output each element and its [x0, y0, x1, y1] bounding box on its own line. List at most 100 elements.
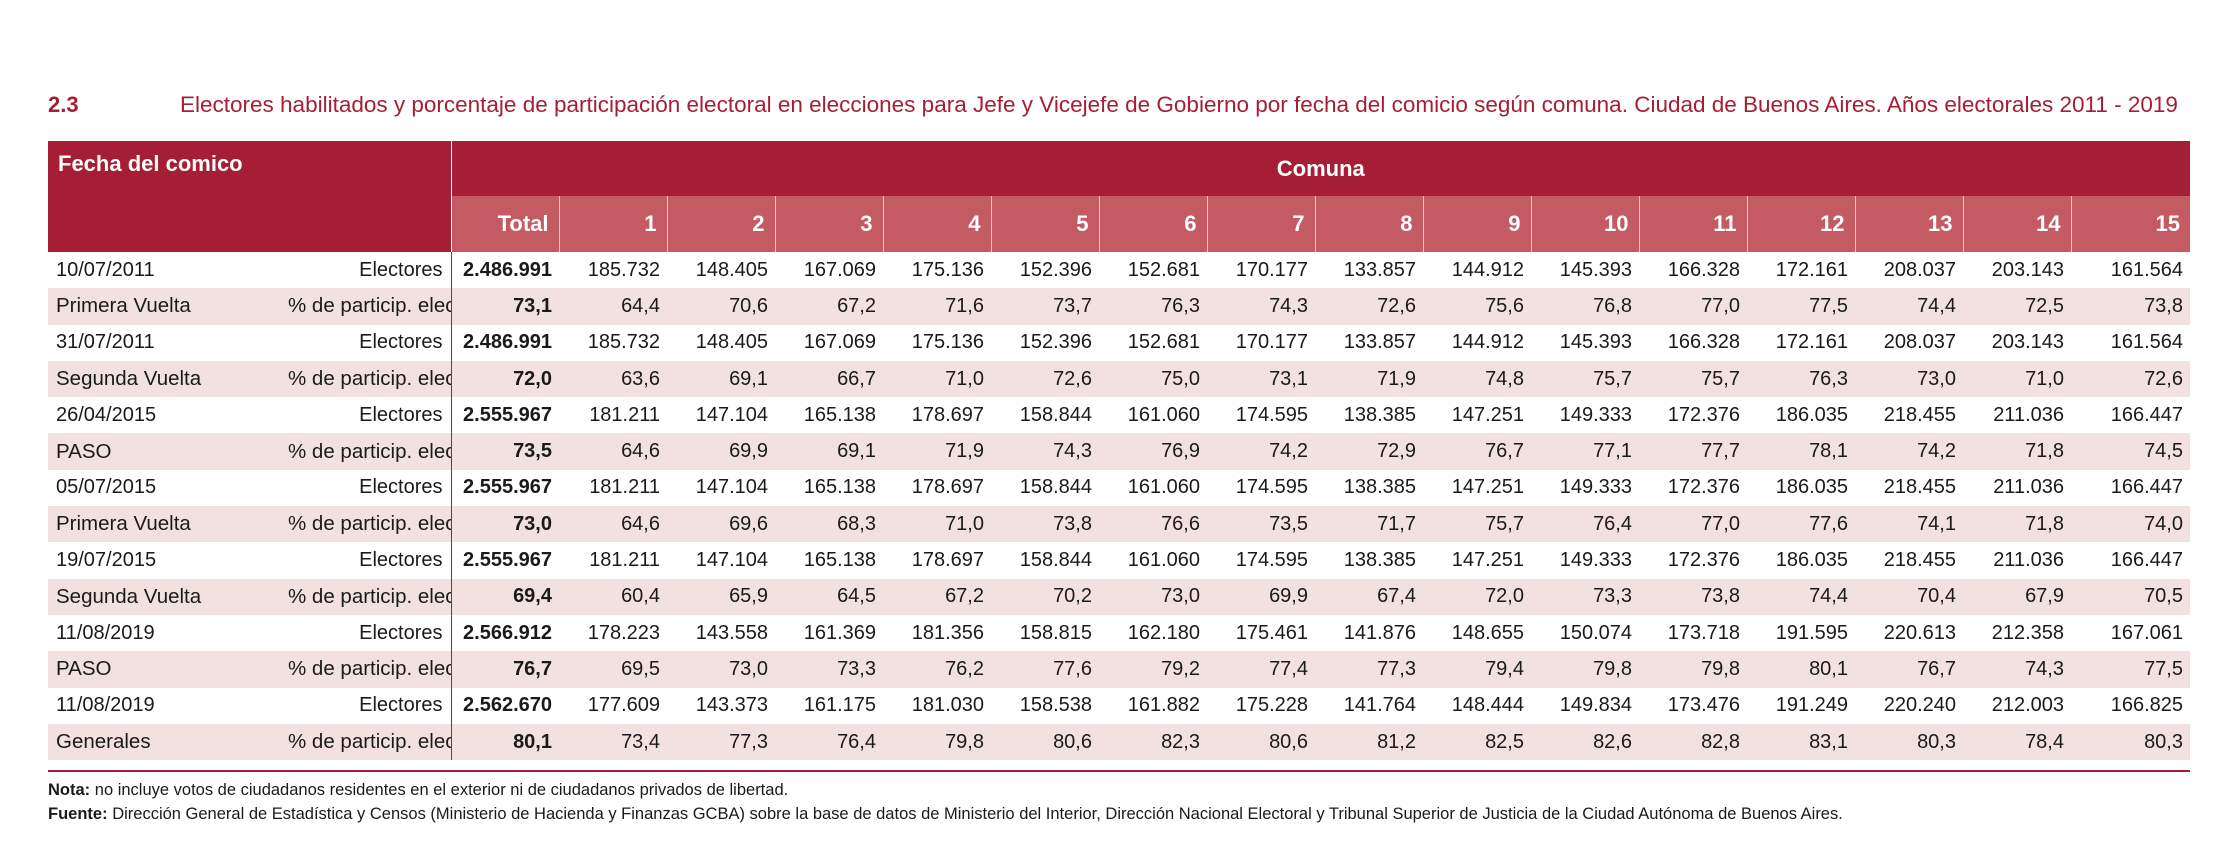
row-label-measure: Electores — [359, 476, 443, 499]
table-row: Primera Vuelta% de particip. electoral73… — [48, 506, 2190, 543]
cell-comuna-14: 211.036 — [1993, 476, 2064, 499]
table-row: 11/08/2019 Electores 2.562.670 177.609 143.3… — [48, 687, 2190, 724]
cell-comuna-9: 75,6 — [1423, 288, 1531, 325]
cell-comuna-4: 181.356 — [911, 621, 984, 644]
cell-comuna-8: 67,4 — [1315, 578, 1423, 615]
row-label-measure: % de particip. electoral — [288, 651, 451, 688]
column-header-comuna-10: 10 — [1530, 196, 1639, 252]
cell-comuna-4: 76,2 — [883, 651, 991, 688]
cell-comuna-12: 191.595 — [1775, 621, 1848, 644]
cell-comuna-6: 73,0 — [1099, 578, 1207, 615]
cell-comuna-2: 143.558 — [695, 621, 768, 644]
row-label-measure: Electores — [359, 694, 443, 717]
cell-comuna-9: 75,7 — [1423, 506, 1531, 543]
cell-comuna-15: 77,5 — [2071, 651, 2190, 688]
cell-comuna-6: 76,6 — [1099, 506, 1207, 543]
cell-comuna-7: 74,3 — [1207, 288, 1315, 325]
cell-comuna-11: 82,8 — [1639, 723, 1747, 761]
header-row-columns: Total 1 2 3 4 5 6 7 8 9 10 11 12 13 14 1… — [48, 196, 2190, 252]
cell-comuna-13: 74,2 — [1855, 433, 1963, 470]
cell-comuna-9: 147.251 — [1451, 549, 1524, 572]
table-row: 10/07/2011 Electores 2.486.991 185.732 148.4… — [48, 252, 2190, 289]
cell-comuna-6: 161.060 — [1127, 403, 1200, 426]
cell-comuna-6: 161.060 — [1127, 476, 1200, 499]
cell-comuna-1: 177.609 — [587, 694, 660, 717]
fuente-label: Fuente: — [48, 805, 108, 823]
cell-comuna-2: 73,0 — [667, 651, 775, 688]
cell-total: 73,0 — [450, 506, 559, 543]
cell-comuna-14: 212.358 — [1991, 621, 2064, 644]
cell-comuna-10: 149.333 — [1559, 476, 1632, 499]
column-header-comuna-14: 14 — [1962, 196, 2071, 252]
cell-comuna-9: 72,0 — [1423, 578, 1531, 615]
cell-comuna-1: 64,6 — [559, 506, 667, 543]
cell-comuna-10: 150.074 — [1559, 621, 1632, 644]
table-row: 11/08/2019 Electores 2.566.912 178.223 143.5… — [48, 614, 2190, 652]
cell-comuna-10: 82,6 — [1531, 723, 1639, 761]
cell-comuna-5: 158.844 — [1019, 549, 1092, 572]
cell-comuna-5: 158.844 — [1019, 476, 1092, 499]
column-header-comuna-6: 6 — [1098, 196, 1207, 252]
cell-comuna-12: 77,6 — [1747, 506, 1855, 543]
fuente-text: Dirección General de Estadística y Censo… — [112, 805, 1843, 823]
row-label-measure: % de particip. electoral — [288, 506, 451, 543]
cell-comuna-6: 161.060 — [1127, 549, 1200, 572]
cell-comuna-8: 138.385 — [1343, 476, 1416, 499]
row-label-measure: Electores — [359, 403, 443, 426]
column-header-comuna-5: 5 — [990, 196, 1099, 252]
table-row: 26/04/2015 Electores 2.555.967 181.211 147.1… — [48, 397, 2190, 434]
cell-comuna-4: 175.136 — [911, 331, 984, 354]
cell-comuna-4: 178.697 — [911, 403, 984, 426]
column-header-comuna-13: 13 — [1854, 196, 1963, 252]
cell-comuna-5: 72,6 — [991, 360, 1099, 398]
cell-comuna-15: 73,8 — [2071, 288, 2190, 325]
cell-comuna-15: 70,5 — [2071, 578, 2190, 615]
cell-comuna-3: 67,2 — [775, 288, 883, 325]
cell-comuna-14: 78,4 — [1963, 723, 2071, 761]
fecha-header: Fecha del comico — [48, 141, 451, 252]
row-label-primary: 26/04/2015 — [56, 403, 157, 426]
cell-comuna-2: 147.104 — [695, 549, 768, 572]
cell-comuna-15: 166.447 — [2110, 549, 2183, 572]
column-header-comuna-4: 4 — [882, 196, 991, 252]
cell-comuna-1: 73,4 — [559, 723, 667, 761]
cell-comuna-8: 138.385 — [1343, 549, 1416, 572]
cell-comuna-12: 77,5 — [1747, 288, 1855, 325]
row-label-measure: % de particip. electoral — [288, 360, 451, 398]
cell-comuna-10: 79,8 — [1531, 651, 1639, 688]
cell-comuna-3: 165.138 — [803, 403, 876, 426]
cell-comuna-3: 167.069 — [803, 258, 876, 281]
cell-comuna-11: 172.376 — [1667, 403, 1740, 426]
cell-total: 2.555.967 — [450, 469, 559, 507]
table-row: PASO% de particip. electoral73,564,669,9… — [48, 433, 2190, 470]
cell-comuna-15: 80,3 — [2071, 723, 2190, 761]
row-label-primary: Primera Vuelta — [48, 288, 288, 325]
cell-comuna-13: 220.240 — [1883, 694, 1956, 717]
cell-comuna-12: 186.035 — [1775, 403, 1848, 426]
table-row: 31/07/2011 Electores 2.486.991 185.732 148.4… — [48, 324, 2190, 361]
cell-total: 80,1 — [450, 723, 559, 761]
cell-comuna-8: 72,6 — [1315, 288, 1423, 325]
fuente-line: Fuente: Dirección General de Estadística… — [48, 802, 1843, 826]
cell-comuna-10: 149.333 — [1559, 403, 1632, 426]
cell-comuna-10: 77,1 — [1531, 433, 1639, 470]
cell-comuna-14: 211.036 — [1993, 549, 2064, 572]
row-label-measure: % de particip. electoral — [288, 578, 451, 615]
cell-comuna-11: 173.476 — [1667, 694, 1740, 717]
cell-comuna-6: 76,3 — [1099, 288, 1207, 325]
cell-comuna-14: 74,3 — [1963, 651, 2071, 688]
cell-comuna-7: 73,1 — [1207, 360, 1315, 398]
cell-comuna-2: 148.405 — [695, 331, 768, 354]
cell-total: 2.562.670 — [450, 687, 559, 724]
row-label-primary: 31/07/2011 — [56, 331, 155, 354]
cell-comuna-6: 161.882 — [1127, 694, 1200, 717]
cell-comuna-10: 76,4 — [1531, 506, 1639, 543]
cell-comuna-3: 161.175 — [803, 694, 876, 717]
cell-comuna-8: 141.876 — [1343, 621, 1416, 644]
table-row: Segunda Vuelta% de particip. electoral72… — [48, 360, 2190, 398]
cell-comuna-12: 186.035 — [1775, 549, 1848, 572]
row-label-primary: Generales — [48, 723, 288, 761]
nota-label: Nota: — [48, 781, 91, 799]
column-header-comuna-11: 11 — [1638, 196, 1747, 252]
header-row-top: Fecha del comico Comuna — [48, 141, 2190, 252]
